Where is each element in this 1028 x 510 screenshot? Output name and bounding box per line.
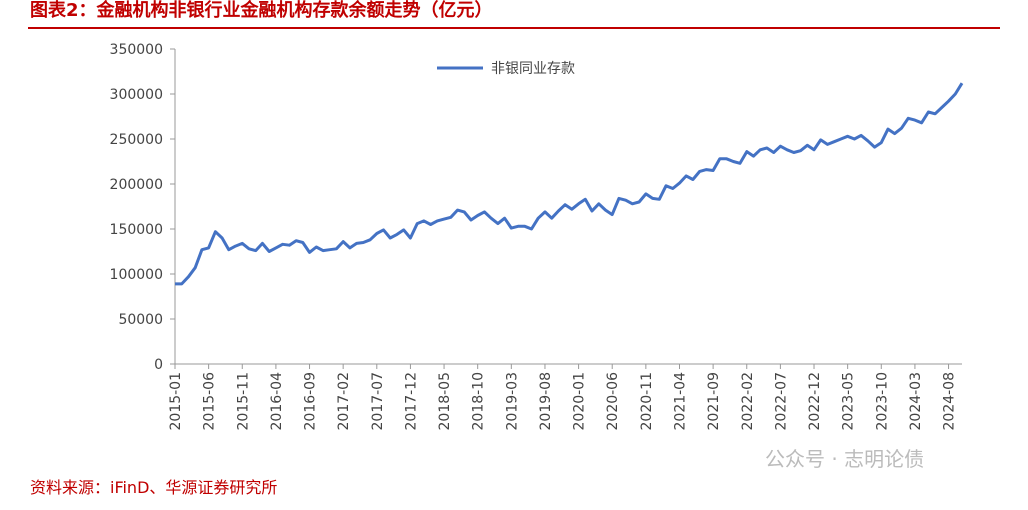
x-tick-label: 2017-02 (336, 372, 352, 431)
y-tick-label: 0 (154, 357, 163, 373)
y-tick-label: 300000 (110, 87, 163, 103)
x-tick-label: 2017-07 (370, 372, 386, 431)
x-tick-label: 2021-09 (706, 372, 722, 431)
x-tick-label: 2018-05 (437, 372, 453, 431)
y-tick-label: 150000 (110, 222, 163, 238)
y-tick-label: 200000 (110, 177, 163, 193)
x-tick-label: 2022-07 (773, 372, 789, 431)
y-tick-label: 100000 (110, 267, 163, 283)
x-tick-label: 2023-05 (841, 372, 857, 431)
x-tick-label: 2018-10 (471, 372, 487, 431)
y-tick-label: 50000 (118, 312, 163, 328)
x-tick-label: 2021-04 (672, 372, 688, 431)
x-tick-label: 2015-11 (235, 372, 251, 431)
source-note: 资料来源：iFinD、华源证券研究所 (30, 478, 277, 497)
x-tick-label: 2023-10 (874, 372, 890, 431)
x-tick-label: 2019-03 (504, 372, 520, 431)
x-tick-label: 2016-04 (269, 372, 285, 431)
y-tick-label: 250000 (110, 132, 163, 148)
legend-label: 非银同业存款 (491, 61, 575, 77)
chart-title: 图表2：金融机构非银行业金融机构存款余额走势（亿元） (30, 0, 493, 21)
x-tick-label: 2015-01 (168, 372, 184, 431)
x-tick-label: 2015-06 (202, 372, 218, 431)
x-tick-label: 2016-09 (303, 372, 319, 431)
x-tick-label: 2022-12 (807, 372, 823, 431)
x-tick-label: 2020-06 (605, 372, 621, 431)
y-tick-label: 350000 (110, 42, 163, 58)
x-tick-label: 2024-03 (908, 372, 924, 431)
x-tick-label: 2020-01 (572, 372, 588, 431)
x-tick-label: 2017-12 (403, 372, 419, 431)
series-line (175, 82, 964, 286)
x-tick-label: 2019-08 (538, 372, 554, 431)
x-tick-label: 2020-11 (639, 372, 655, 431)
x-tick-label: 2024-08 (942, 372, 958, 431)
x-tick-label: 2022-02 (740, 372, 756, 431)
watermark: 公众号 · 志明论债 (765, 447, 924, 471)
